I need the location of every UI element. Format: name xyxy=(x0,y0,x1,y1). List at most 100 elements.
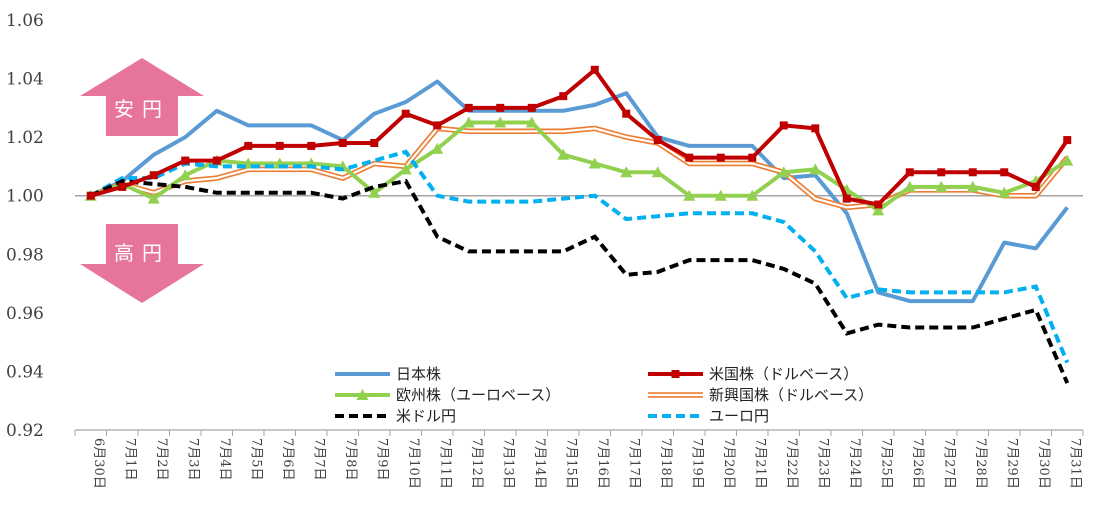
data-point xyxy=(1034,194,1037,197)
data-point xyxy=(779,121,788,130)
data-point xyxy=(625,92,628,95)
data-point xyxy=(688,259,691,262)
data-point xyxy=(499,250,502,253)
x-tick-label: 7月29日 xyxy=(1004,438,1019,489)
legend-marker xyxy=(671,370,680,378)
data-point xyxy=(998,186,1011,198)
data-point xyxy=(181,156,190,165)
y-tick-label: 1.04 xyxy=(6,70,44,90)
data-point xyxy=(496,103,505,112)
x-tick-label: 7月10日 xyxy=(406,438,421,489)
data-point xyxy=(373,162,376,165)
data-point xyxy=(651,166,664,178)
data-point xyxy=(86,191,95,200)
legend-item: 米国株（ドルベース） xyxy=(648,365,858,383)
x-tick-label: 7月2日 xyxy=(154,438,169,481)
data-point xyxy=(310,124,313,127)
x-tick-label: 7月24日 xyxy=(847,438,862,489)
data-point xyxy=(370,139,379,147)
down-arrow-icon xyxy=(80,224,204,303)
x-tick-label: 7月11日 xyxy=(437,438,452,489)
x-tick-label: 7月3日 xyxy=(185,438,200,481)
data-point xyxy=(782,221,785,224)
data-point xyxy=(433,121,442,130)
data-point xyxy=(971,291,974,294)
data-point xyxy=(494,116,507,128)
x-tick-label: 7月12日 xyxy=(469,438,484,489)
x-tick-label: 7月7日 xyxy=(311,438,326,481)
legend-marker xyxy=(356,389,369,400)
data-point xyxy=(966,180,979,192)
data-point xyxy=(373,159,376,162)
data-point xyxy=(908,300,911,303)
data-point xyxy=(622,109,631,118)
data-point xyxy=(310,191,313,194)
data-point xyxy=(935,180,948,192)
data-point xyxy=(184,185,187,188)
x-tick-label: 7月4日 xyxy=(217,438,232,481)
data-point xyxy=(908,291,911,294)
data-point xyxy=(247,191,250,194)
data-point xyxy=(593,235,596,238)
x-tick-label: 7月16日 xyxy=(595,438,610,489)
x-tick-label: 7月17日 xyxy=(626,438,641,489)
data-point xyxy=(373,185,376,188)
data-point xyxy=(121,180,124,183)
data-point xyxy=(431,142,444,154)
data-point xyxy=(625,218,628,221)
data-point xyxy=(373,112,376,115)
series-line xyxy=(89,149,1070,364)
y-tick-label: 0.94 xyxy=(6,362,44,382)
legend-label: 欧州株（ユーロベース） xyxy=(396,386,560,404)
data-point xyxy=(341,168,344,171)
x-tick-label: 7月1日 xyxy=(122,438,137,481)
data-point xyxy=(278,165,281,168)
data-point xyxy=(1003,241,1006,244)
data-point xyxy=(404,101,407,104)
data-point xyxy=(688,212,691,215)
data-point xyxy=(877,288,880,291)
data-point xyxy=(530,200,533,203)
data-point xyxy=(656,215,659,218)
x-tick-label: 7月21日 xyxy=(752,438,767,489)
data-point xyxy=(719,144,722,147)
data-point xyxy=(278,124,281,127)
data-point xyxy=(746,189,759,201)
data-point xyxy=(940,326,943,329)
x-tick-label: 7月19日 xyxy=(689,438,704,489)
legend: 日本株 米国株（ドルベース） 欧州株（ユーロベース） 新興国株（ドルベース） 米ドル円 ユ… xyxy=(335,365,873,425)
data-point xyxy=(399,163,412,175)
x-tick-label: 7月26日 xyxy=(910,438,925,489)
data-point xyxy=(751,259,754,262)
legend-item: ユーロ円 xyxy=(648,407,769,425)
x-tick-label: 7月9日 xyxy=(374,438,389,481)
legend-label: ユーロ円 xyxy=(709,407,769,425)
yen-weak-arrow: 安円 xyxy=(80,58,204,136)
series-line xyxy=(90,67,1069,207)
data-point xyxy=(275,141,284,150)
yen-strong-arrow: 高円 xyxy=(80,224,204,303)
x-tick-label: 6月30日 xyxy=(91,438,106,489)
data-point xyxy=(593,127,596,130)
data-point xyxy=(152,153,155,156)
data-point xyxy=(811,124,820,133)
data-point xyxy=(499,200,502,203)
data-point xyxy=(215,191,218,194)
x-tick-label: 7月20日 xyxy=(721,438,736,489)
data-point xyxy=(562,197,565,200)
data-point xyxy=(1061,154,1074,166)
data-point xyxy=(1063,136,1072,145)
data-point xyxy=(683,189,696,201)
data-point xyxy=(525,116,538,128)
data-point xyxy=(845,206,848,209)
data-point xyxy=(278,191,281,194)
data-point xyxy=(814,197,817,200)
data-point xyxy=(1066,382,1069,385)
data-point xyxy=(625,136,628,139)
data-point xyxy=(590,65,599,74)
data-point xyxy=(1034,247,1037,250)
down-arrow-label: 高円 xyxy=(114,241,170,265)
data-point xyxy=(588,157,601,169)
series-5 xyxy=(89,149,1070,364)
